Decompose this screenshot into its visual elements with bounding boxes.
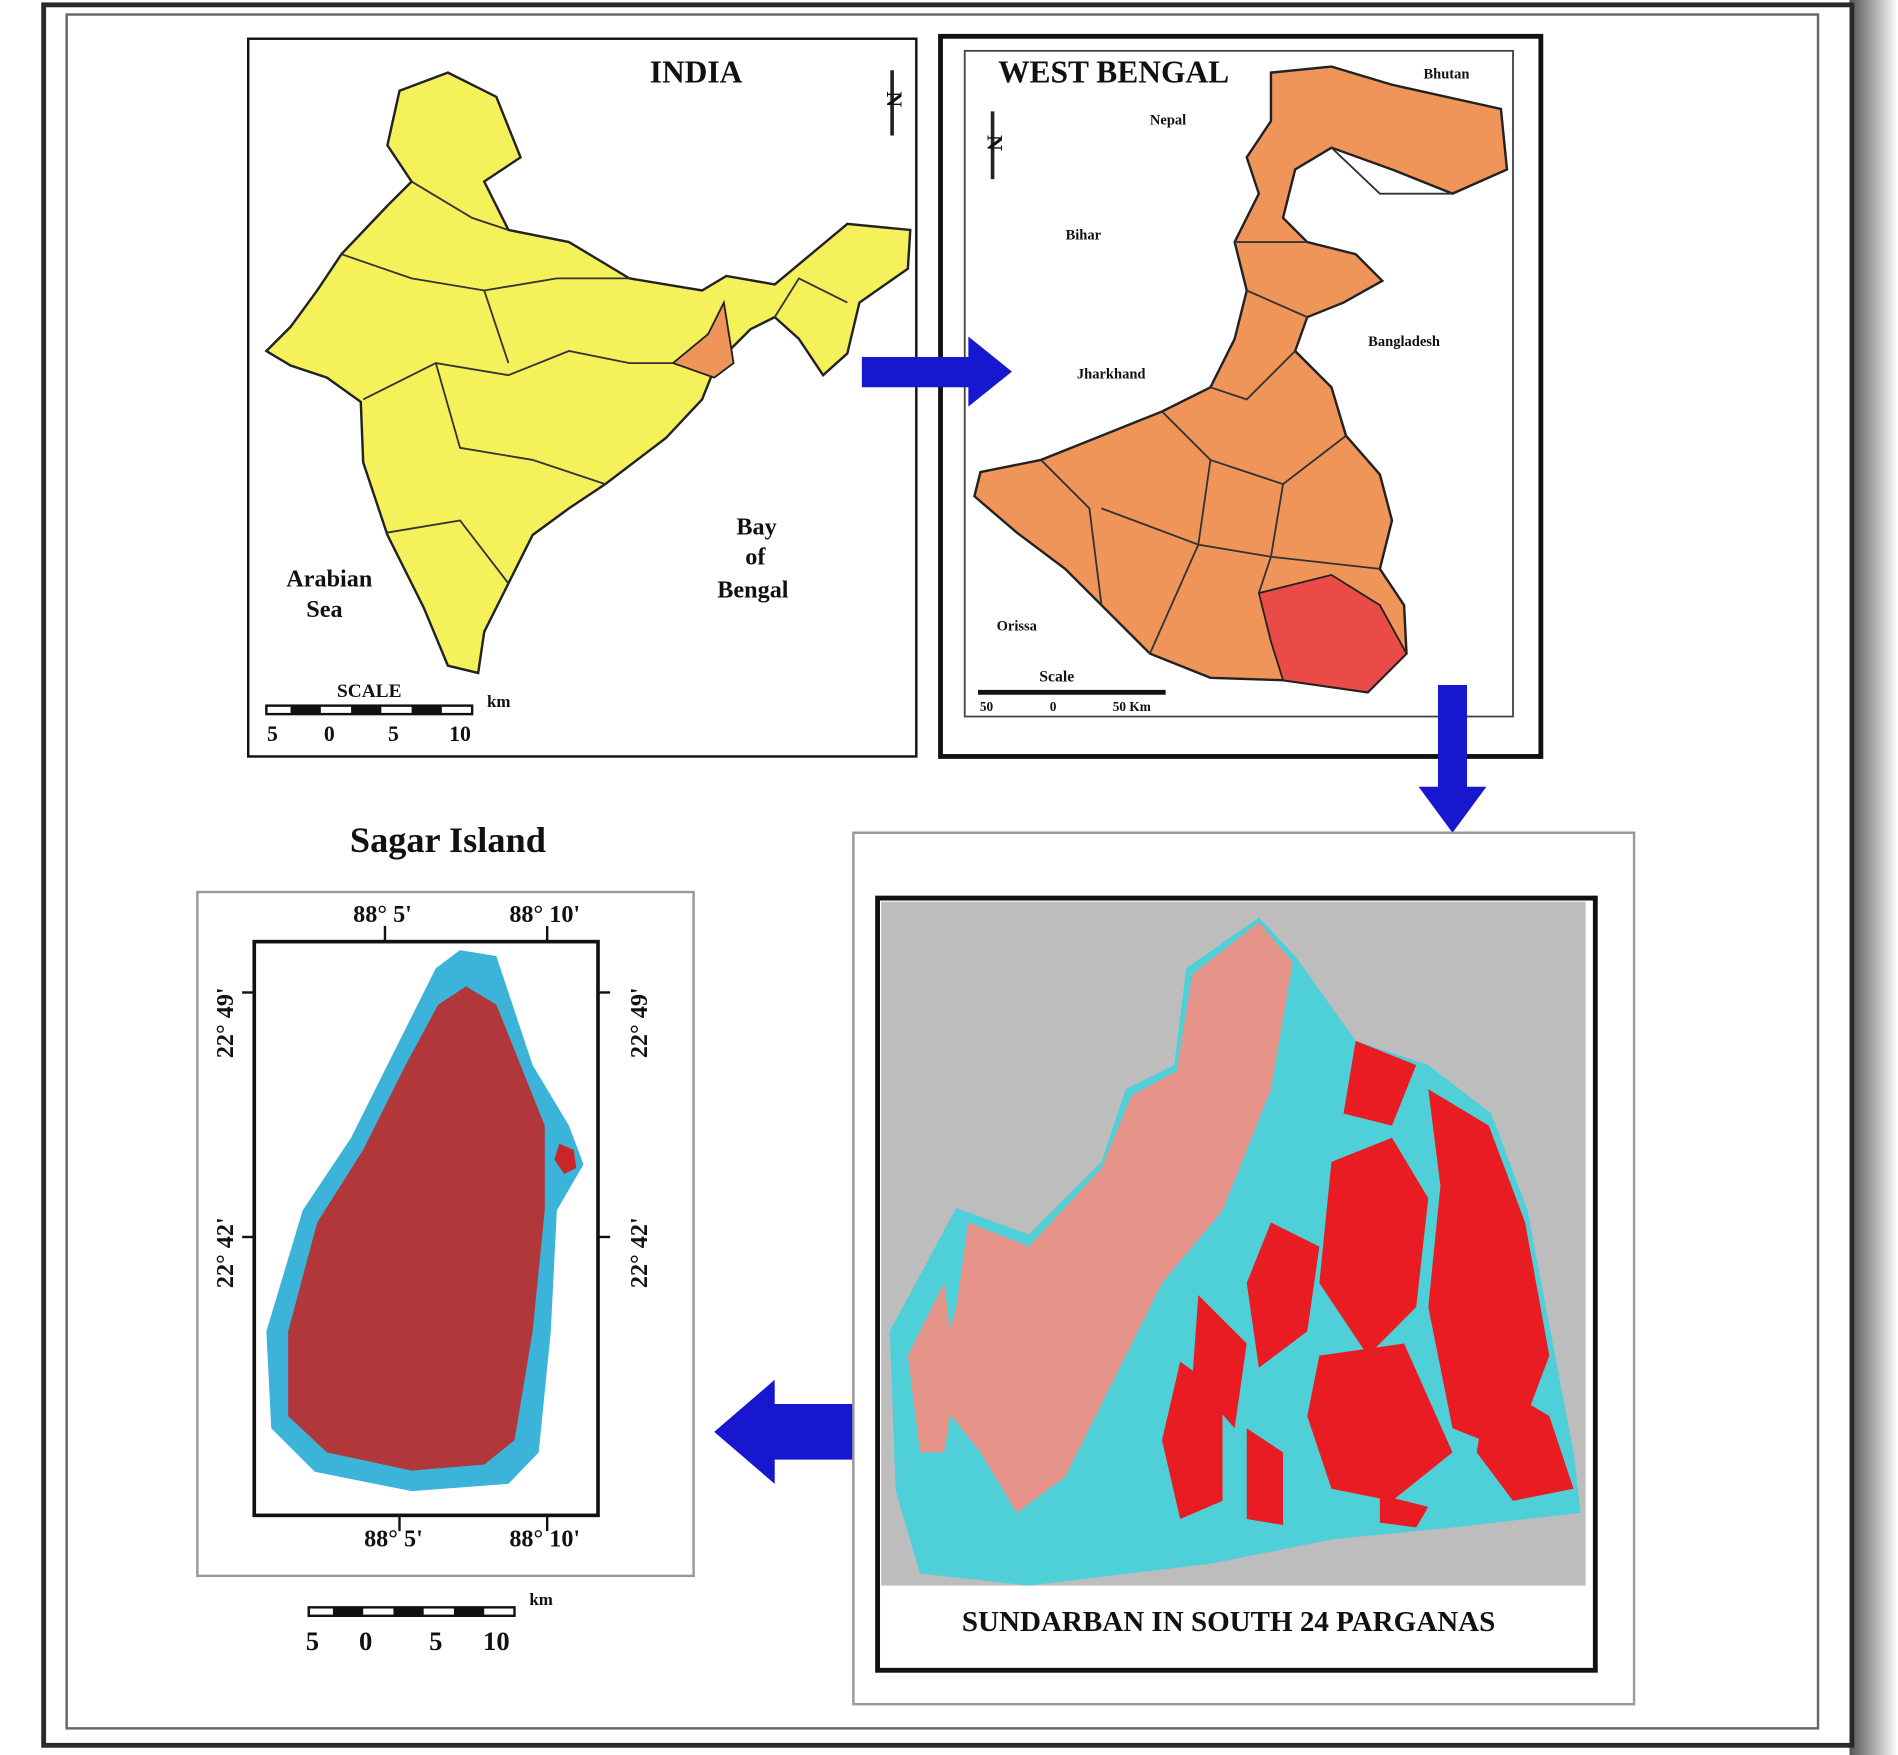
scale-segment: [411, 705, 442, 715]
sea-label: Sea: [306, 596, 342, 623]
arrow-down: [1418, 685, 1487, 833]
sundarban-land: [932, 922, 1293, 1513]
district-border: [1330, 147, 1453, 195]
scale-title: SCALE: [337, 681, 402, 702]
india-title: INDIA: [650, 54, 743, 89]
district-border: [1246, 289, 1308, 318]
scale-tick-label: 5: [388, 722, 399, 746]
west-bengal-highlight: [671, 299, 735, 379]
bay-label: Bay: [736, 513, 776, 540]
sundarban-highlight: [1257, 573, 1408, 694]
frame-inner: [65, 13, 1820, 1730]
mangrove-forest: [1319, 1137, 1429, 1356]
place-label: Bihar: [1066, 227, 1102, 243]
sagar-island: [288, 986, 545, 1471]
mangrove-forest: [1343, 1040, 1417, 1126]
latitude-label: 22° 42': [212, 1217, 239, 1288]
india-land: [264, 71, 912, 675]
scale-tick-label: 5: [306, 1626, 319, 1656]
sundarban-land: [907, 1282, 957, 1453]
mangrove-forest: [1307, 1343, 1453, 1501]
bay-label: of: [745, 544, 766, 571]
mangrove-forest: [1246, 1222, 1320, 1368]
longitude-label: 88° 5': [364, 1525, 423, 1552]
district-border: [1161, 410, 1347, 486]
place-label: Bhutan: [1423, 66, 1469, 82]
frame-shadow: [1849, 0, 1898, 1755]
latitude-label: 22° 42': [626, 1217, 653, 1288]
latitude-label: 22° 49': [626, 987, 653, 1058]
district-border: [1210, 350, 1296, 401]
district-border: [1101, 507, 1380, 570]
scale-segment: [351, 705, 382, 715]
scale-segment: [393, 1607, 424, 1616]
arrow-left: [714, 1379, 866, 1484]
place-label: Jharkhand: [1077, 367, 1146, 383]
state-border: [483, 290, 510, 364]
scale-tick-label: 10: [449, 722, 471, 746]
scale-tick-label: 5: [267, 722, 278, 746]
mangrove-forest: [1428, 1089, 1550, 1453]
mangrove-forest: [1379, 1494, 1429, 1528]
place-label: Orissa: [997, 618, 1038, 634]
scale-title: Scale: [1039, 668, 1074, 685]
sagar-title: Sagar Island: [350, 820, 546, 860]
scale-tick-label: 0: [359, 1626, 372, 1656]
state-border: [411, 180, 509, 231]
mangrove-forest: [1162, 1361, 1223, 1519]
state-border: [434, 362, 606, 485]
district-border: [1040, 459, 1103, 606]
place-label: Bangladesh: [1368, 334, 1440, 350]
state-border: [362, 350, 674, 401]
state-border: [773, 277, 848, 318]
scale-tick-label: 0: [1050, 699, 1057, 714]
sundarban-caption: SUNDARBAN IN SOUTH 24 PARGANAS: [962, 1606, 1495, 1638]
arrow-right: [861, 336, 1012, 407]
west-bengal-title: WEST BENGAL: [998, 54, 1229, 89]
sagar-islet: [554, 1143, 577, 1175]
north-label: N: [983, 135, 1007, 151]
mangrove-forest: [1246, 1428, 1284, 1526]
longitude-label: 88° 5': [353, 901, 412, 928]
place-label: Nepal: [1150, 112, 1186, 128]
longitude-label: 88° 10': [509, 901, 580, 928]
sea-label: Arabian: [286, 566, 373, 593]
scale-tick-label: 50: [980, 699, 994, 714]
mangrove-forest: [1476, 1379, 1574, 1501]
scale-segment: [332, 1607, 364, 1616]
state-border: [387, 519, 510, 584]
scale-unit: km: [529, 1590, 553, 1609]
scale-unit: km: [487, 692, 511, 711]
scale-tick-label: 50 Km: [1113, 699, 1151, 714]
scale-bar: [978, 689, 1166, 695]
scale-segment: [290, 705, 321, 715]
scale-tick-label: 10: [483, 1626, 510, 1656]
north-label: N: [882, 91, 906, 107]
longitude-label: 88° 10': [509, 1525, 580, 1552]
scale-tick-label: 5: [429, 1626, 442, 1656]
bay-label: Bengal: [717, 576, 789, 603]
scale-tick-label: 0: [324, 722, 335, 746]
scale-segment: [453, 1607, 485, 1616]
latitude-label: 22° 49': [212, 987, 239, 1058]
